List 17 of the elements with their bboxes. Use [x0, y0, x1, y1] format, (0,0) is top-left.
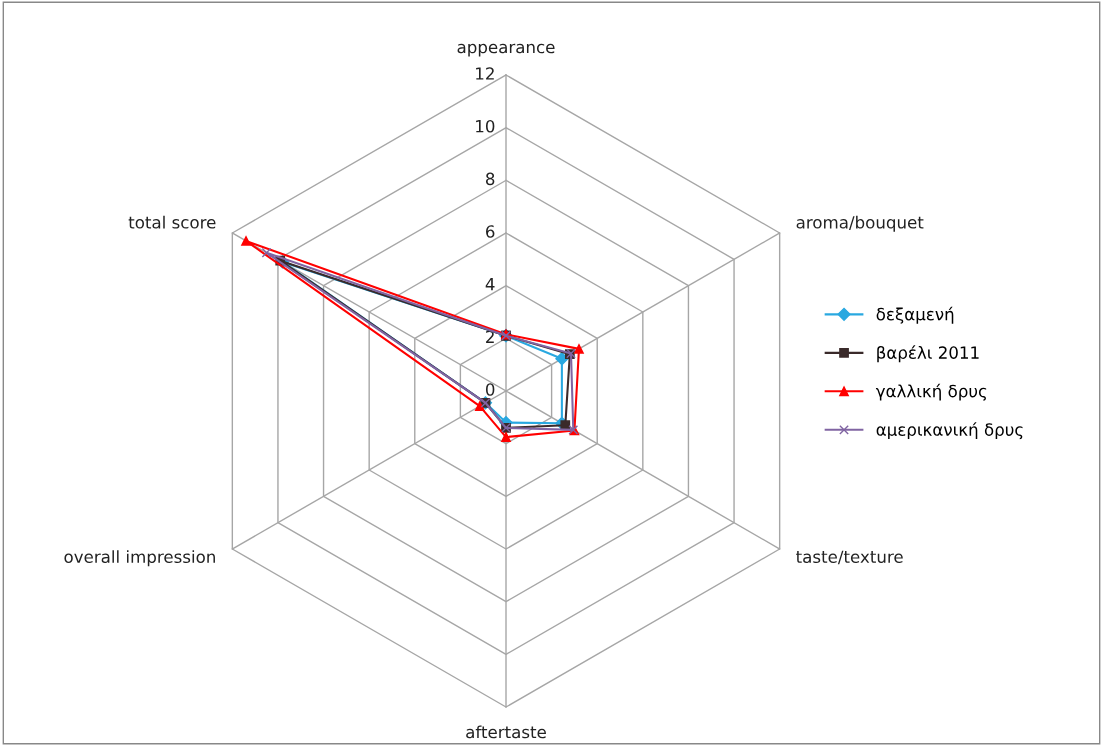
y-tick-label: 10 — [476, 119, 495, 133]
spoke-label: total score — [128, 215, 216, 229]
y-tick-label: 8 — [485, 172, 495, 186]
legend-label: γαλλική δρυς — [875, 383, 987, 401]
legend-label: βαρέλι 2011 — [877, 345, 979, 363]
legend-label: δεξαμενή — [876, 306, 954, 324]
y-tick-label: 6 — [486, 225, 495, 238]
y-tick-label: 0 — [485, 383, 495, 396]
spoke-label: aftertaste — [466, 725, 546, 739]
y-tick-label: 2 — [486, 330, 494, 343]
y-tick-label: 4 — [485, 278, 495, 291]
legend-label: αμερικανική δρυς — [876, 422, 1023, 440]
spoke-label: taste/texture — [796, 550, 903, 565]
spoke-label: appearance — [457, 43, 555, 57]
spoke-label: overall impression — [64, 550, 215, 567]
y-tick-label: 12 — [476, 67, 494, 80]
spoke-label: aroma/bouquet — [796, 215, 924, 232]
